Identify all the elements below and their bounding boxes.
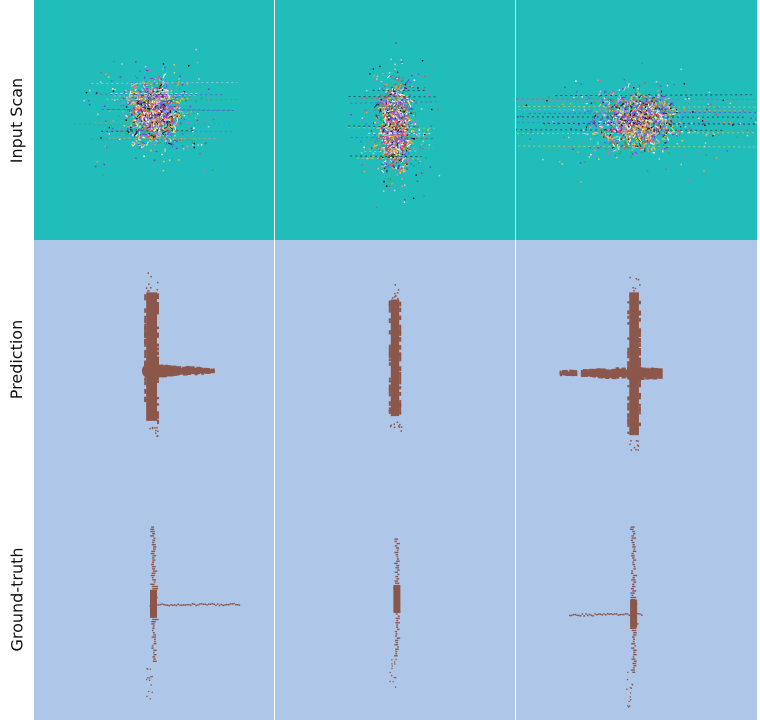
row-label-text: Prediction — [7, 319, 27, 399]
row-label-input-scan: Input Scan — [0, 0, 34, 240]
scan-image-3 — [516, 0, 757, 240]
panel-prediction-3 — [516, 240, 757, 478]
groundtruth-image-1 — [34, 478, 274, 720]
panel-prediction-2 — [275, 240, 515, 478]
panel-background — [516, 478, 757, 720]
scan-image-1 — [34, 0, 274, 240]
object-mask — [141, 272, 215, 438]
panel-groundtruth-2 — [275, 478, 515, 720]
panel-scan-2 — [275, 0, 515, 240]
panel-scan-3 — [516, 0, 757, 240]
object-mask — [146, 526, 241, 700]
row-label-text: Input Scan — [7, 77, 27, 163]
object-mask — [569, 526, 643, 708]
groundtruth-image-3 — [516, 478, 757, 720]
scan-image-2 — [275, 0, 515, 240]
panel-scan-1 — [34, 0, 274, 240]
object-mask — [389, 538, 401, 688]
prediction-image-2 — [275, 240, 515, 478]
panel-groundtruth-3 — [516, 478, 757, 720]
prediction-image-1 — [34, 240, 274, 478]
prediction-image-3 — [516, 240, 757, 478]
groundtruth-image-2 — [275, 478, 515, 720]
row-label-prediction: Prediction — [0, 240, 34, 478]
panel-groundtruth-1 — [34, 478, 274, 720]
panel-prediction-1 — [34, 240, 274, 478]
row-label-ground-truth: Ground-truth — [0, 478, 34, 720]
point-cloud — [73, 48, 239, 176]
point-cloud — [348, 33, 441, 209]
point-cloud — [516, 62, 757, 183]
object-mask — [559, 276, 663, 451]
row-label-text: Ground-truth — [7, 546, 27, 652]
object-mask — [388, 284, 403, 432]
